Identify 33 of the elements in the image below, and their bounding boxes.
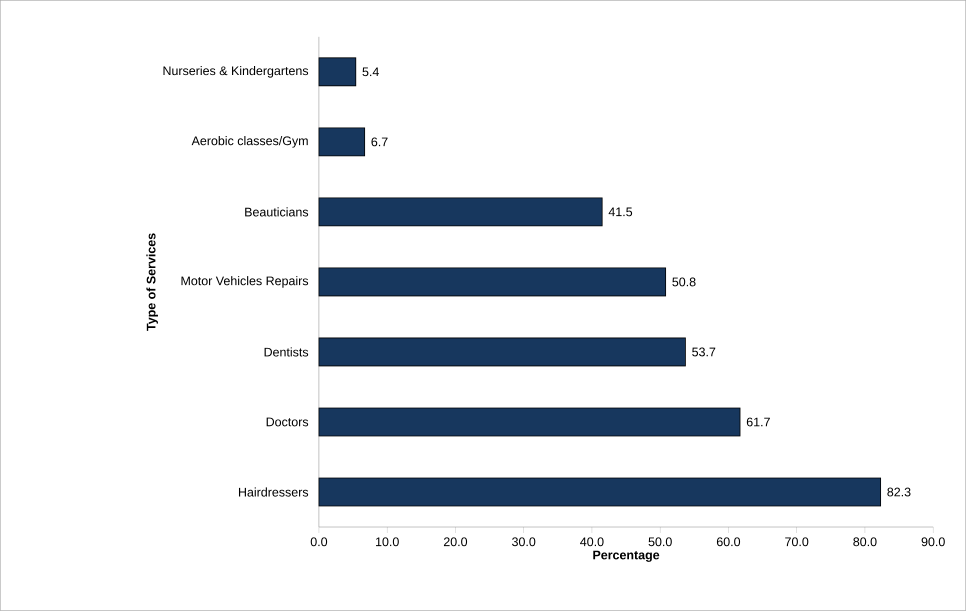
data-label: 41.5 — [608, 208, 632, 216]
y-tick-label: Dentists — [264, 347, 308, 357]
bar — [318, 268, 666, 296]
y-tick-label: Nurseries & Kindergartens — [163, 66, 308, 78]
y-tick-label: Aerobic classes/Gym — [192, 136, 308, 148]
x-tick-label: 90.0 — [922, 537, 945, 546]
x-tick-label: 80.0 — [853, 537, 877, 546]
data-label: 53.7 — [692, 348, 716, 356]
x-tick-label: 10.0 — [376, 537, 399, 546]
x-tick-label: 30.0 — [512, 537, 536, 546]
x-tick-label: 20.0 — [444, 537, 468, 546]
data-label: 5.4 — [362, 68, 379, 76]
bar — [318, 408, 740, 436]
data-label: 50.8 — [672, 278, 696, 286]
y-tick-label: Hairdressers — [238, 488, 308, 497]
y-tick-label: Motor Vehicles Repairs — [181, 276, 308, 288]
y-axis-title: Type of Services — [146, 233, 158, 331]
x-tick-label: 0.0 — [310, 537, 328, 546]
x-axis-title: Percentage — [593, 550, 660, 562]
data-label: 82.3 — [887, 488, 911, 496]
x-tick-label: 60.0 — [716, 537, 740, 546]
x-tick-label: 70.0 — [785, 537, 808, 546]
data-label: 61.7 — [746, 418, 770, 426]
x-tick-label: 50.0 — [648, 537, 672, 546]
y-tick-label: Beauticians — [245, 207, 308, 217]
y-tick-label: Doctors — [266, 418, 308, 426]
x-tick-label: 40.0 — [580, 537, 604, 546]
bar — [318, 478, 882, 506]
bar — [318, 58, 356, 86]
bar — [318, 128, 366, 156]
data-label: 6.7 — [371, 138, 388, 146]
bar — [318, 338, 686, 366]
bar — [318, 198, 603, 226]
